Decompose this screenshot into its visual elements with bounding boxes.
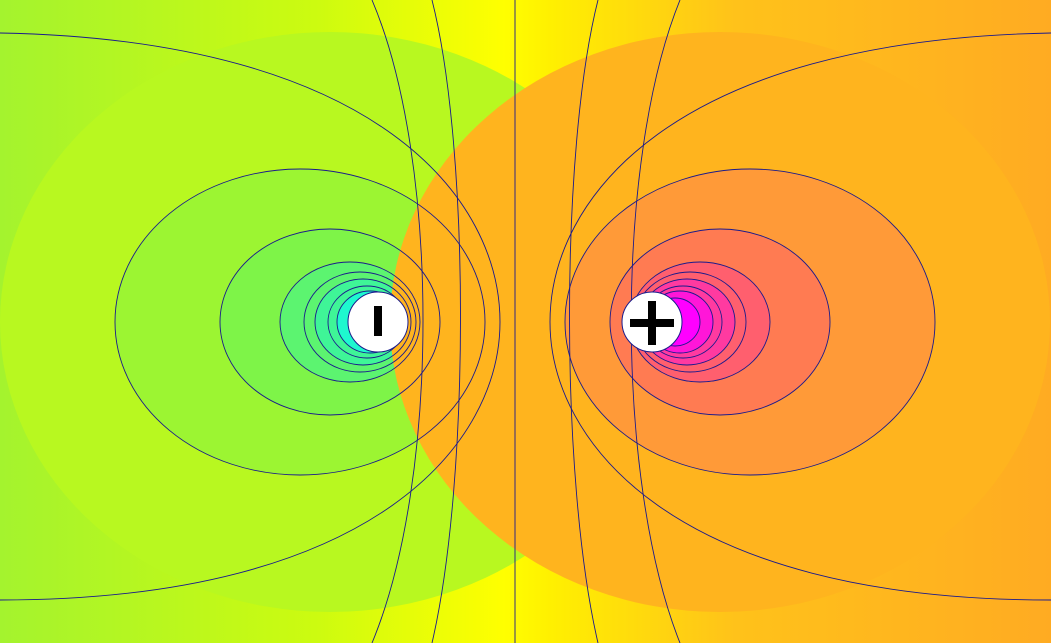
contour-line [219,228,441,416]
positive-potential-regions [390,32,1050,612]
contour-line [564,168,936,476]
contour-line [609,228,831,416]
contour-line [431,0,461,643]
contour-line [314,278,412,366]
contour-line [0,32,501,601]
minus-symbol-icon [374,306,382,336]
contour-line [279,261,421,383]
contour-line [549,32,1051,601]
contour-line [114,168,486,476]
positive-charge [621,291,683,353]
contour-line [569,0,599,643]
contour-line [371,0,424,643]
contour-line [303,271,417,373]
negative-charge [347,291,409,353]
plus-symbol-horizontal-icon [630,319,674,327]
